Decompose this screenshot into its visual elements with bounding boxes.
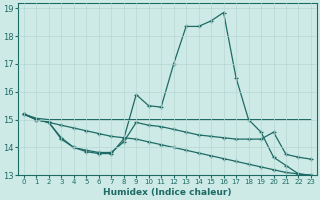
X-axis label: Humidex (Indice chaleur): Humidex (Indice chaleur) [103,188,232,197]
